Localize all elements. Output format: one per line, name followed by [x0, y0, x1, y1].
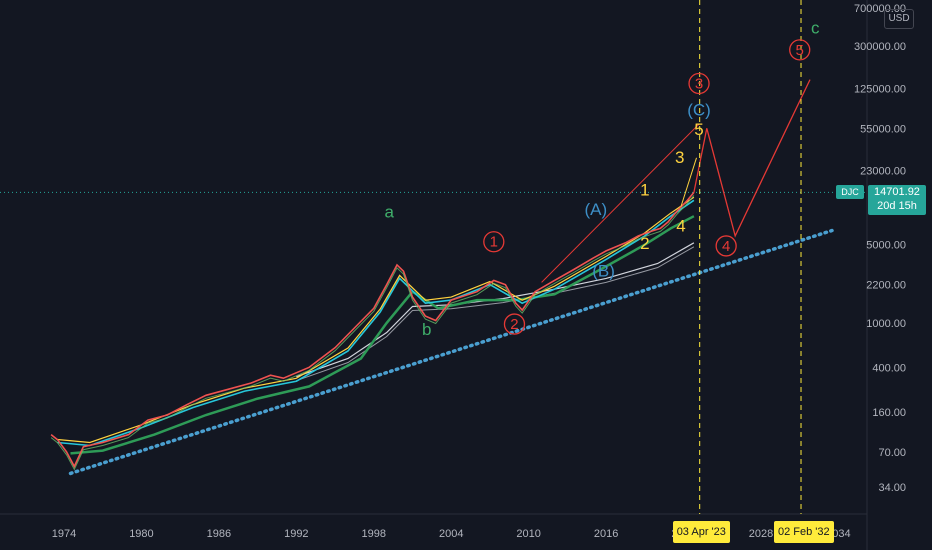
price-axis[interactable]: 700000.00 300000.00 125000.00 55000.00 23000…	[854, 3, 906, 494]
vertical-markers-layer	[699, 0, 802, 514]
x-tick-label-3: 1986	[207, 528, 231, 540]
wave-label-circle-6	[688, 72, 710, 95]
projection-path	[693, 79, 811, 238]
price-line	[50, 191, 695, 469]
wave-label-circle-8	[789, 39, 811, 61]
wave-label-7: 4	[722, 238, 730, 255]
wave-label-15: 4	[676, 216, 685, 235]
date-marker-tag-1: 03 Apr '23	[672, 521, 730, 543]
bar-countdown: 20d 15h	[877, 200, 917, 212]
y-tick-label-3: 125000.00	[854, 83, 906, 95]
wave-labels-layer: a b c 1 2 3 4 5 (A) (B) (C) 1 2 3 4 5	[385, 18, 820, 339]
date-marker-tag-2: 02 Feb '32	[774, 521, 834, 543]
price-line-shadow	[50, 195, 695, 471]
wave-label-9: (A)	[584, 200, 607, 219]
y-tick-label-1: 700000.00	[854, 3, 906, 15]
x-tick-label-1: 1974	[52, 528, 76, 540]
y-tick-label-6: 5000.00	[866, 240, 906, 252]
y-tick-label-9: 400.00	[872, 362, 906, 374]
x-tick-label-7: 2010	[516, 528, 540, 540]
currency-badge[interactable]: USD	[884, 9, 914, 29]
last-price-value: 14701.92	[874, 186, 920, 198]
trend-layer	[0, 191, 867, 476]
fast-ma-line	[57, 199, 695, 447]
wave-label-13: 2	[640, 234, 649, 253]
wave-label-5: 2	[510, 316, 518, 333]
x-tick-label-4: 1992	[284, 528, 308, 540]
price-series-layer	[50, 191, 695, 471]
y-tick-label-5: 23000.00	[860, 166, 906, 178]
wave-label-circle-4	[483, 231, 505, 253]
y-tick-label-2: 300000.00	[854, 41, 906, 53]
subwave-path	[680, 157, 697, 207]
y-tick-label-8: 1000.00	[866, 318, 906, 330]
y-tick-label-12: 34.00	[878, 482, 906, 494]
wave-label-8: 5	[796, 42, 804, 59]
wave-label-circle-5	[503, 313, 526, 335]
wave-label-14: 3	[675, 148, 684, 167]
wave-label-11: (C)	[687, 100, 711, 119]
wave-label-2: b	[422, 320, 431, 339]
wave-label-circle-7	[715, 235, 737, 257]
wave-label-10: (B)	[592, 261, 615, 280]
y-tick-label-4: 55000.00	[860, 123, 906, 135]
projection-layer	[541, 79, 811, 283]
dotted-trend-line	[68, 228, 834, 476]
abc-channel-line	[541, 123, 700, 283]
long-ma-line	[296, 242, 695, 378]
x-tick-label-6: 2004	[439, 528, 463, 540]
y-tick-label-7: 2200.00	[866, 280, 906, 292]
wave-label-6: 3	[695, 75, 703, 92]
wave-label-4: 1	[490, 234, 498, 251]
symbol-tag: DJC	[836, 185, 864, 199]
moving-averages-layer	[57, 196, 695, 455]
x-tick-label-8: 2016	[594, 528, 618, 540]
x-tick-label-2: 1980	[129, 528, 153, 540]
y-tick-label-11: 70.00	[878, 447, 906, 459]
wave-label-16: 5	[694, 120, 703, 139]
x-tick-label-5: 1998	[362, 528, 386, 540]
wave-label-3: c	[811, 18, 820, 37]
fast-ma-line-2	[57, 196, 695, 444]
last-price-tag: 14701.92 20d 15h	[868, 185, 926, 215]
x-tick-label-10: 2028	[749, 528, 773, 540]
y-tick-label-10: 160.00	[872, 407, 906, 419]
wave-label-1: a	[385, 202, 395, 221]
wave-label-12: 1	[640, 180, 649, 199]
